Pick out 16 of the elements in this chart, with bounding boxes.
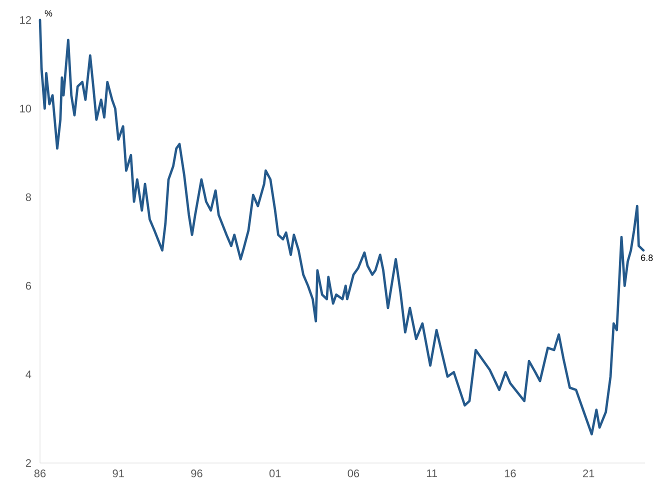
y-tick-label: 12: [20, 16, 31, 24]
x-tick-label: 96: [191, 470, 202, 478]
y-tick-label: 8: [26, 193, 31, 202]
x-tick-label: 91: [112, 470, 124, 478]
x-tick-label: 01: [269, 470, 281, 478]
x-tick-label: 16: [504, 470, 516, 478]
x-tick-label: 11: [426, 470, 438, 478]
y-tick-label: 10: [20, 104, 32, 112]
y-tick-label: 6: [26, 282, 31, 290]
x-tick-label: 86: [34, 470, 46, 478]
x-tick-label: 21: [583, 470, 594, 478]
x-tick-label: 06: [348, 470, 360, 478]
y-tick-label: 4: [26, 370, 32, 378]
annotation: 6.8: [641, 254, 653, 261]
y-tick-label: 2: [26, 459, 31, 467]
y-axis-title: %: [44, 10, 52, 16]
